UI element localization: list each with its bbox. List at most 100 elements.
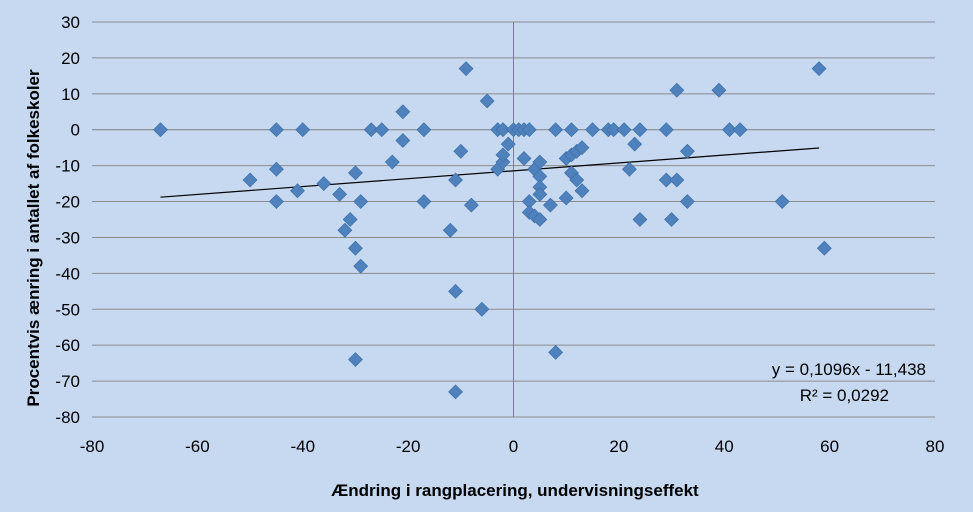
y-axis-title: Procentvis ænring i antallet af folkesko… bbox=[24, 69, 43, 407]
data-point bbox=[664, 212, 679, 227]
data-point bbox=[290, 183, 305, 199]
data-points bbox=[153, 61, 832, 400]
data-point bbox=[353, 194, 369, 209]
data-point bbox=[558, 190, 574, 206]
x-tick-labels: -80 -60 -40 -20 0 20 40 60 80 bbox=[80, 437, 945, 456]
data-point bbox=[453, 143, 469, 159]
data-point bbox=[516, 151, 532, 166]
data-point bbox=[500, 136, 516, 152]
data-point bbox=[606, 122, 622, 138]
data-point bbox=[722, 122, 737, 138]
axes bbox=[92, 22, 935, 417]
data-point bbox=[495, 122, 511, 138]
data-point bbox=[448, 283, 463, 299]
data-point bbox=[337, 222, 353, 238]
data-point bbox=[632, 212, 648, 227]
data-point bbox=[474, 301, 490, 317]
data-point bbox=[616, 122, 632, 138]
data-point bbox=[242, 172, 258, 188]
trendline-equation: y = 0,1096x - 11,438 bbox=[772, 360, 926, 379]
data-point bbox=[395, 104, 411, 120]
data-point bbox=[295, 122, 311, 138]
x-tick-label: -20 bbox=[396, 437, 421, 456]
x-tick-label: -40 bbox=[290, 437, 315, 456]
data-point bbox=[268, 122, 284, 138]
data-point bbox=[316, 176, 332, 192]
data-point bbox=[816, 240, 832, 256]
data-point bbox=[521, 122, 537, 138]
trendline-line bbox=[160, 147, 820, 198]
data-point bbox=[448, 384, 463, 400]
data-point bbox=[585, 122, 600, 138]
data-point bbox=[732, 122, 748, 138]
data-point bbox=[564, 122, 579, 138]
data-point bbox=[348, 240, 363, 256]
data-point bbox=[548, 122, 564, 138]
data-point bbox=[632, 122, 648, 138]
x-tick-label: -80 bbox=[80, 437, 105, 456]
data-point bbox=[532, 212, 548, 227]
data-point bbox=[479, 93, 495, 109]
y-tick-label: -10 bbox=[55, 157, 80, 176]
y-tick-label: -50 bbox=[55, 300, 80, 319]
data-point bbox=[363, 122, 379, 138]
data-point bbox=[658, 122, 674, 138]
data-point bbox=[416, 122, 432, 138]
data-point bbox=[153, 122, 168, 138]
data-point bbox=[416, 194, 432, 209]
data-point bbox=[811, 61, 827, 77]
data-point bbox=[542, 197, 558, 213]
data-point bbox=[574, 183, 590, 199]
data-point bbox=[711, 82, 727, 98]
x-tick-label: 20 bbox=[609, 437, 628, 456]
data-point bbox=[679, 143, 695, 159]
data-point bbox=[627, 136, 643, 152]
y-tick-label: 10 bbox=[61, 85, 80, 104]
data-point bbox=[384, 154, 400, 170]
data-point bbox=[658, 172, 674, 188]
data-point bbox=[442, 222, 458, 238]
data-point bbox=[495, 147, 511, 163]
y-tick-label: -60 bbox=[55, 336, 80, 355]
data-point bbox=[569, 172, 585, 188]
data-point bbox=[268, 194, 284, 209]
y-tick-label: -40 bbox=[55, 264, 80, 283]
data-point bbox=[669, 82, 685, 98]
data-point bbox=[348, 165, 363, 181]
data-point bbox=[458, 61, 474, 77]
data-point bbox=[348, 352, 363, 367]
y-tick-label: -70 bbox=[55, 372, 80, 391]
y-tick-labels: 30 20 10 0 -10 -20 -30 -40 -50 -60 -70 -80 bbox=[55, 13, 80, 427]
data-point bbox=[374, 122, 390, 138]
x-tick-label: 40 bbox=[715, 437, 734, 456]
data-point bbox=[669, 172, 685, 188]
y-tick-label: 30 bbox=[61, 13, 80, 32]
trendline bbox=[160, 147, 820, 198]
data-point bbox=[353, 258, 369, 274]
data-point bbox=[342, 212, 358, 227]
x-tick-label: 60 bbox=[820, 437, 839, 456]
data-point bbox=[463, 197, 479, 213]
data-point bbox=[679, 194, 695, 209]
data-point bbox=[332, 186, 348, 202]
data-point bbox=[448, 172, 463, 188]
y-tick-label: 20 bbox=[61, 49, 80, 68]
x-tick-label: 80 bbox=[926, 437, 945, 456]
data-point bbox=[532, 186, 548, 202]
y-tick-label: -20 bbox=[55, 193, 80, 212]
y-tick-label: -80 bbox=[55, 408, 80, 427]
data-point bbox=[395, 133, 411, 148]
y-tick-label: -30 bbox=[55, 228, 80, 247]
data-point bbox=[548, 344, 564, 360]
x-axis-title: Ændring i rangplacering, undervisningsef… bbox=[331, 481, 699, 500]
x-tick-label: -60 bbox=[185, 437, 210, 456]
data-point bbox=[621, 161, 637, 177]
data-point bbox=[268, 161, 284, 177]
data-point bbox=[774, 194, 790, 209]
data-point bbox=[574, 140, 590, 156]
trendline-r-squared: R² = 0,0292 bbox=[800, 386, 889, 405]
x-tick-label: 0 bbox=[509, 437, 518, 456]
y-tick-label: 0 bbox=[71, 121, 80, 140]
